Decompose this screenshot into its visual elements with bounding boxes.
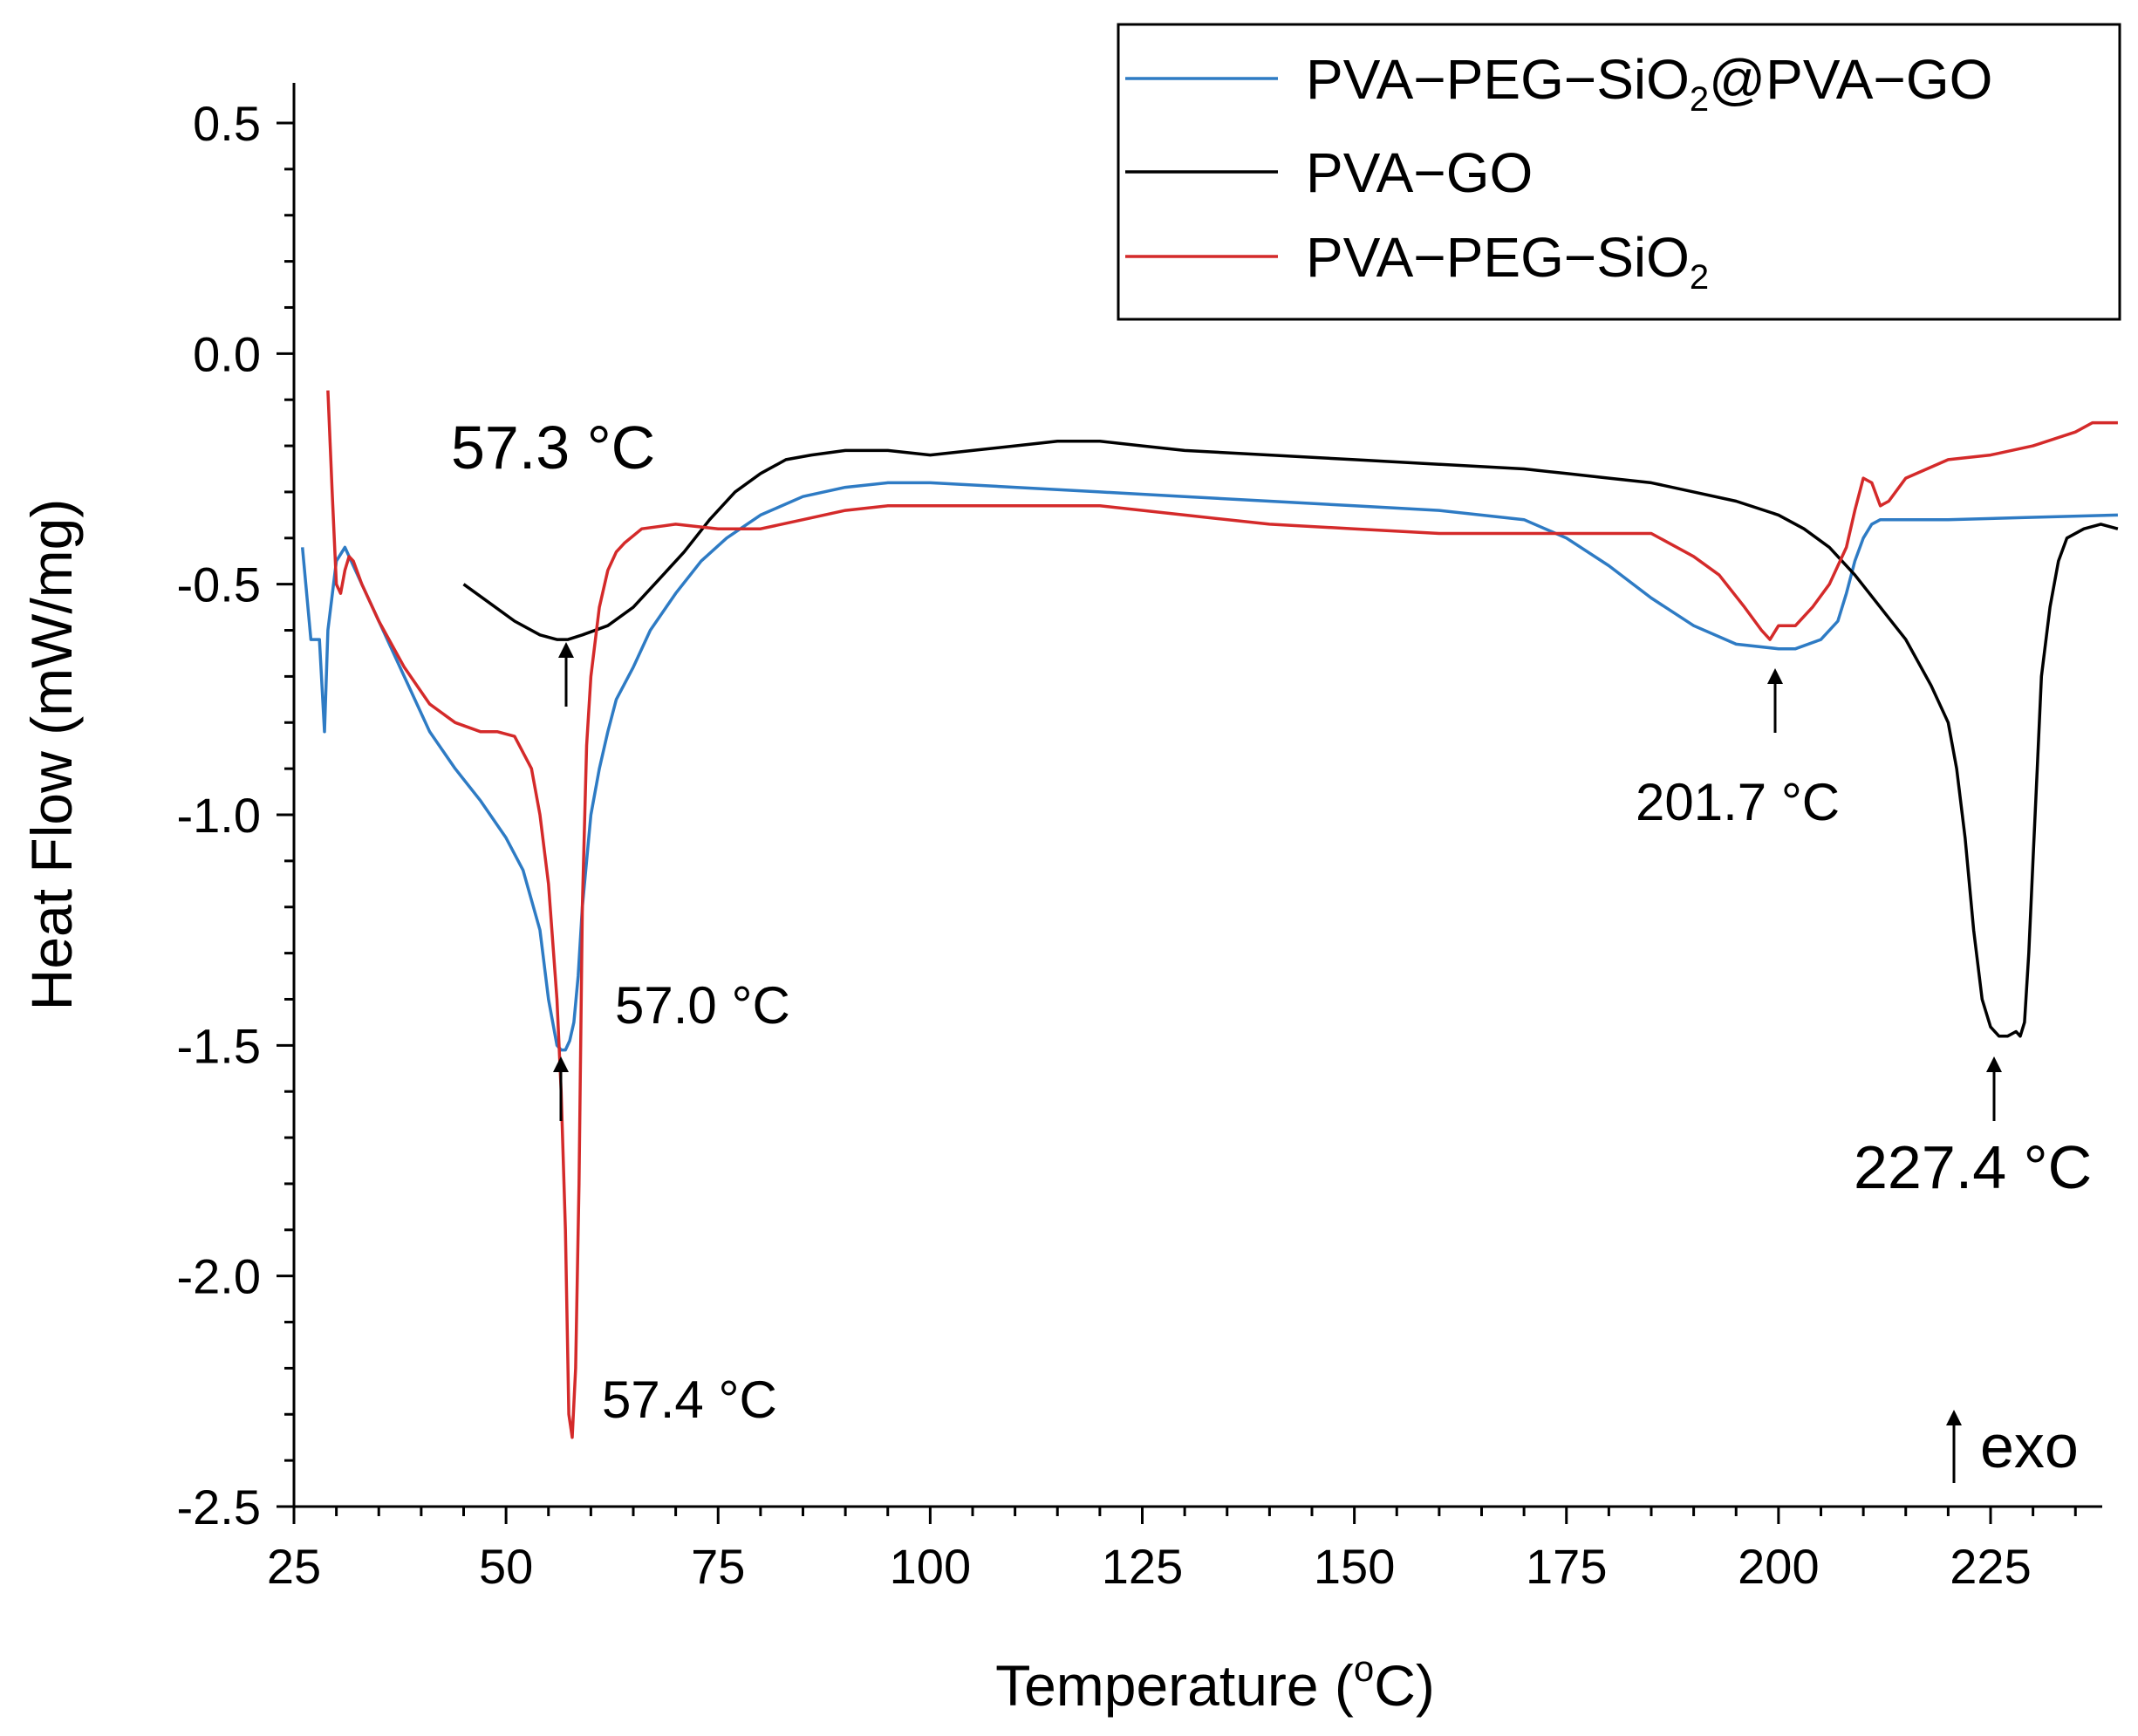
y-tick-label--1: -1.0 (177, 788, 262, 843)
y-axis-title: Heat Flow (mW/mg) (19, 499, 84, 1011)
annotation-label-exo: exo (1980, 1412, 2079, 1480)
x-tick-label-200: 200 (1738, 1539, 1819, 1594)
y-tick-label--1.5: -1.5 (177, 1018, 262, 1073)
x-tick-label-175: 175 (1526, 1539, 1607, 1594)
y-tick-label-0.5: 0.5 (193, 96, 261, 151)
y-tick-label-0: 0.0 (193, 326, 261, 381)
y-tick-label--2.5: -2.5 (177, 1480, 262, 1534)
annotation-label-57-0: 57.0 °C (615, 976, 790, 1035)
annotation-label-227-4: 227.4 °C (1854, 1133, 2092, 1201)
x-tick-label-25: 25 (267, 1539, 321, 1594)
x-tick-label-50: 50 (479, 1539, 533, 1594)
x-tick-label-100: 100 (890, 1539, 971, 1594)
series-line-2 (326, 390, 2118, 1439)
x-tick-label-75: 75 (691, 1539, 745, 1594)
legend-label-s1: PVA−GO (1306, 141, 1533, 204)
legend: PVA−PEG−SiO2@PVA−GO PVA−GO PVA−PEG−SiO2 (1117, 23, 2121, 321)
axis-ticks: 25 50 75 100 125 150 175 200 225 0.5 0.0 -0.5 -1.0 -1… (177, 96, 2077, 1594)
series-line-1 (462, 440, 2119, 1038)
x-tick-label-225: 225 (1950, 1539, 2031, 1594)
legend-label-s0: PVA−PEG−SiO2@PVA−GO (1306, 48, 1992, 119)
annotation-label-57-4: 57.4 °C (602, 1370, 777, 1429)
y-tick-label--0.5: -0.5 (177, 557, 262, 612)
series-layer (300, 390, 2119, 1439)
series-line-0 (300, 481, 2118, 1052)
y-tick-label--2: -2.0 (177, 1249, 262, 1304)
x-tick-label-125: 125 (1102, 1539, 1183, 1594)
x-axis-title: Temperature (oC) (995, 1648, 1435, 1718)
legend-box (1117, 23, 2121, 321)
x-tick-label-150: 150 (1314, 1539, 1395, 1594)
legend-label-s2: PVA−PEG−SiO2 (1306, 226, 1709, 297)
annotation-label-201-7: 201.7 °C (1636, 773, 1840, 831)
annotation-label-57-3: 57.3 °C (451, 413, 655, 482)
